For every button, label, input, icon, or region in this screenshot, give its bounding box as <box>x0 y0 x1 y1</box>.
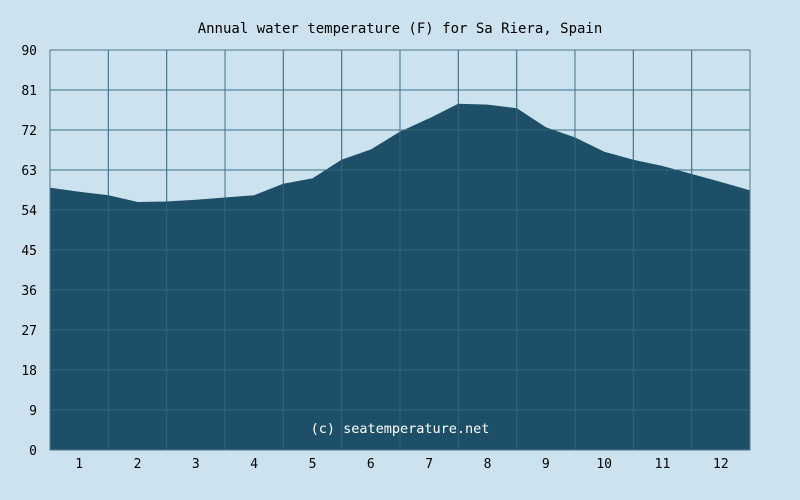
y-tick-label: 36 <box>21 284 37 299</box>
watermark: (c) seatemperature.net <box>311 421 490 437</box>
y-tick-label: 63 <box>21 164 37 179</box>
y-tick-label: 18 <box>21 364 37 379</box>
x-tick-label: 11 <box>655 457 671 472</box>
x-tick-label: 9 <box>542 457 550 472</box>
y-tick-label: 90 <box>21 44 37 59</box>
y-tick-label: 81 <box>21 84 37 99</box>
y-tick-label: 0 <box>29 444 37 459</box>
chart-title: Annual water temperature (F) for Sa Rier… <box>198 21 603 37</box>
y-tick-label: 72 <box>21 124 37 139</box>
y-tick-label: 27 <box>21 324 37 339</box>
x-tick-label: 3 <box>192 457 200 472</box>
y-axis-ticks: 0 9 18 27 36 45 54 63 72 81 90 <box>21 44 37 459</box>
x-tick-label: 2 <box>134 457 142 472</box>
y-tick-label: 9 <box>29 404 37 419</box>
x-tick-label: 12 <box>713 457 729 472</box>
x-tick-label: 6 <box>367 457 375 472</box>
x-axis-ticks: 1 2 3 4 5 6 7 8 9 10 11 12 <box>75 457 728 472</box>
x-tick-label: 10 <box>596 457 612 472</box>
y-tick-label: 54 <box>21 204 37 219</box>
x-tick-label: 5 <box>309 457 317 472</box>
y-tick-label: 45 <box>21 244 37 259</box>
x-tick-label: 7 <box>425 457 433 472</box>
plot-border <box>49 49 751 451</box>
x-tick-label: 4 <box>250 457 258 472</box>
x-tick-label: 1 <box>75 457 83 472</box>
x-tick-label: 8 <box>484 457 492 472</box>
